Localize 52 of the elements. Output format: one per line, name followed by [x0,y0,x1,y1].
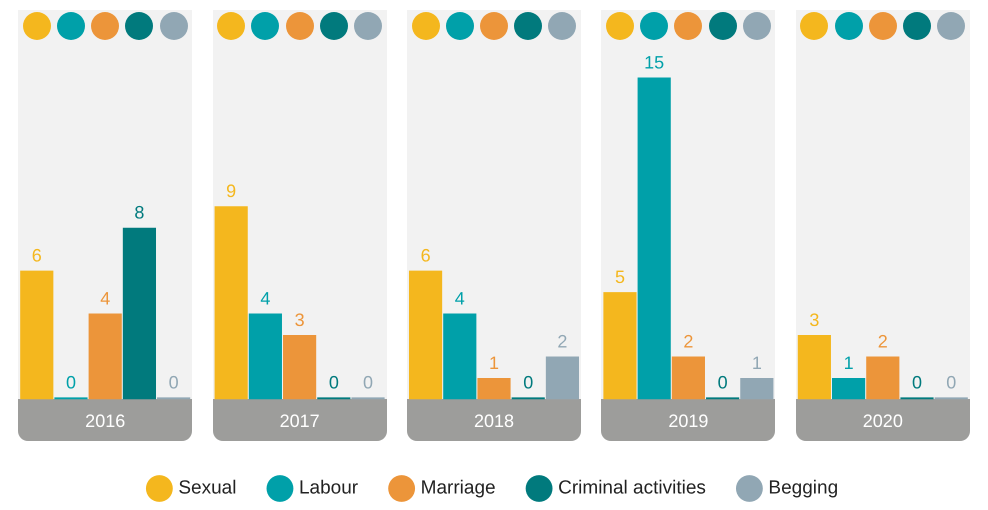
bar [740,378,774,400]
data-label: 4 [454,288,465,309]
data-label: 1 [488,352,500,373]
bar [798,335,831,400]
bar [866,356,900,400]
data-label: 0 [912,372,922,392]
data-label: 4 [260,288,270,309]
legend-label: Marriage [420,478,496,499]
bar [832,378,866,400]
bar [283,335,316,400]
bar [443,314,476,400]
legend-label: Sexual [178,478,236,499]
bar [408,270,442,400]
data-label: 0 [523,372,534,392]
data-label: 0 [328,372,339,392]
legend-label: Begging [768,478,838,499]
x-tick-label: 2019 [668,411,708,432]
data-label: 0 [718,372,728,392]
bar [20,270,54,400]
bar [248,314,282,400]
data-label: 1 [752,352,762,373]
data-label: 2 [683,331,694,352]
data-label: 0 [168,372,179,392]
bar [214,206,248,400]
bar [122,228,156,400]
x-tick-label: 2017 [280,411,320,432]
x-tick-label: 2018 [474,411,514,432]
x-tick-label: 2016 [85,411,126,432]
data-label: 6 [32,246,42,266]
x-tick-label: 2020 [862,411,903,432]
data-label: 3 [294,310,305,330]
data-label: 6 [420,246,431,266]
legend-label: Criminal activities [558,478,706,499]
data-label: 4 [100,288,110,309]
legend-label: Labour [298,478,359,499]
data-label: 0 [363,372,374,392]
bar [88,314,122,400]
bar [672,356,705,400]
data-label: 5 [614,267,625,288]
data-label: 0 [946,372,956,392]
data-label: 2 [557,331,568,352]
data-label: 3 [809,310,820,330]
bar [477,378,511,400]
data-label: 15 [644,52,664,72]
data-label: 0 [66,372,76,392]
data-label: 1 [844,352,854,373]
data-label: 8 [134,202,144,223]
data-label: 2 [878,331,888,352]
bar [603,292,637,400]
bar [638,77,671,400]
bar [546,356,580,400]
data-label: 9 [226,181,236,202]
